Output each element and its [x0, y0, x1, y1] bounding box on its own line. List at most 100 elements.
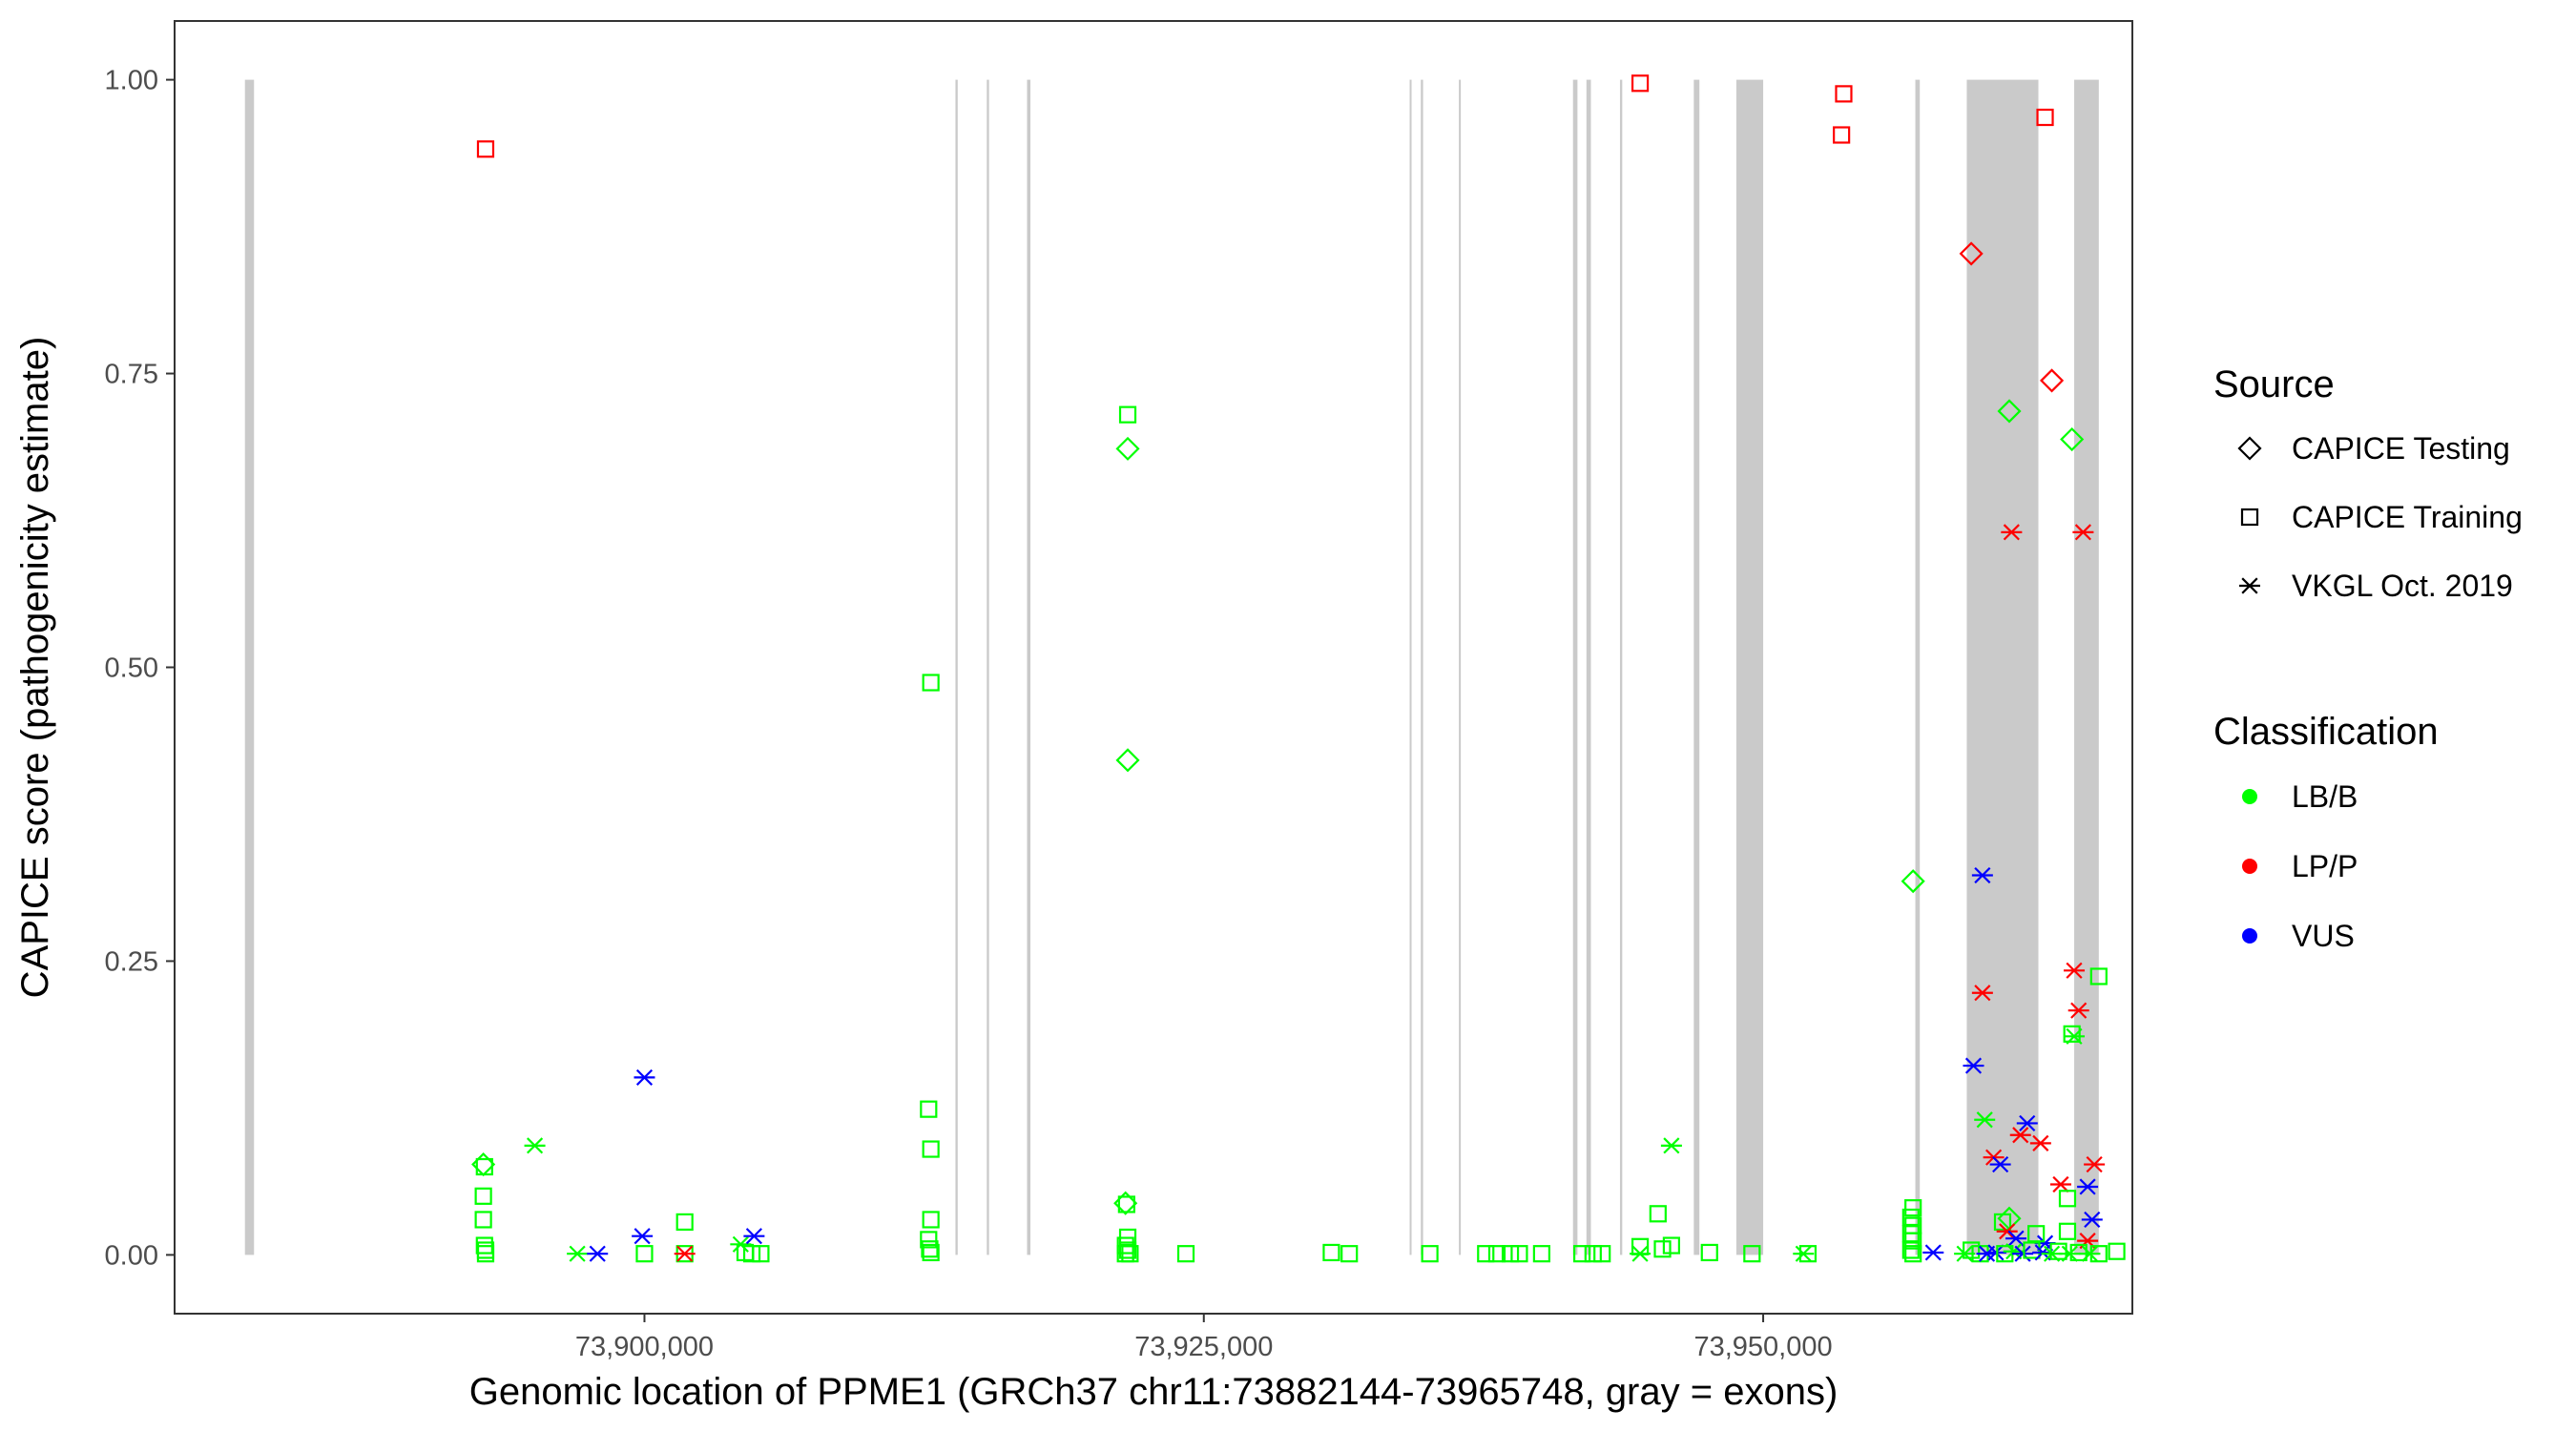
- data-point-97: [2058, 1190, 2077, 1208]
- data-point-4: [474, 1211, 492, 1229]
- x-tick-label: 73,950,000: [1693, 1332, 1832, 1362]
- exon-band-4: [1409, 79, 1412, 1255]
- legend-source-label-2: VKGL Oct. 2019: [2292, 569, 2513, 603]
- data-point-29: [1118, 405, 1137, 424]
- data-point-9: [567, 1245, 589, 1262]
- data-point-121: [2079, 1245, 2101, 1262]
- data-point-111: [1984, 1244, 2006, 1261]
- data-point-3: [474, 1187, 492, 1205]
- data-point-45: [1501, 1245, 1520, 1263]
- y-tick-label: 0.50: [105, 653, 158, 684]
- exon-band-3: [1027, 79, 1031, 1255]
- data-point-88: [1974, 1111, 1996, 1129]
- data-points: [471, 74, 2126, 1263]
- data-point-20: [752, 1245, 770, 1263]
- x-tick-label: 73,900,000: [575, 1332, 714, 1362]
- data-point-38: [1121, 1245, 1139, 1263]
- data-point-96: [2077, 1178, 2099, 1195]
- data-point-57: [1660, 1137, 1682, 1154]
- data-point-7: [476, 1245, 495, 1263]
- data-point-12: [632, 1228, 654, 1245]
- data-point-76: [1997, 399, 2022, 424]
- data-point-63: [1833, 126, 1851, 144]
- exon-band-13: [1966, 79, 2039, 1255]
- data-point-64: [1901, 869, 1925, 894]
- data-point-73: [1959, 241, 1984, 266]
- data-point-81: [2064, 962, 2086, 979]
- data-point-75: [2036, 108, 2054, 127]
- data-point-10: [587, 1245, 609, 1262]
- data-point-27: [921, 1240, 939, 1258]
- data-point-99: [1993, 1213, 2012, 1232]
- data-point-50: [1593, 1245, 1611, 1263]
- data-point-30: [1115, 436, 1140, 461]
- data-point-56: [1662, 1236, 1681, 1255]
- legend-classification: Classification LB/B LP/P VUS: [2213, 711, 2439, 953]
- data-point-54: [1649, 1205, 1667, 1223]
- data-point-48: [1572, 1245, 1591, 1263]
- data-point-19: [742, 1245, 761, 1263]
- legend-classification-label-0: LB/B: [2292, 779, 2358, 814]
- legend-source-label-1: CAPICE Training: [2292, 500, 2523, 534]
- data-point-41: [1340, 1245, 1359, 1263]
- legend-source-key-0: [2237, 436, 2262, 461]
- data-point-33: [1117, 1195, 1135, 1213]
- legend-source: Source CAPICE Testing CAPICE Training VKGL…: [2213, 363, 2523, 603]
- data-point-43: [1477, 1245, 1495, 1263]
- exon-band-10: [1693, 79, 1700, 1255]
- data-point-46: [1510, 1245, 1528, 1263]
- data-point-91: [2029, 1134, 2051, 1151]
- y-tick-label: 0.25: [105, 946, 158, 977]
- exon-bands: [244, 79, 2099, 1255]
- exon-band-12: [1915, 79, 1921, 1255]
- data-point-123: [2108, 1242, 2126, 1260]
- legend-source-key-2: [2239, 577, 2260, 594]
- data-point-22: [922, 674, 940, 692]
- exon-band-1: [955, 79, 958, 1255]
- data-point-106: [2058, 1222, 2077, 1240]
- data-point-80: [1971, 866, 1993, 884]
- y-tick-label: 0.00: [105, 1240, 158, 1271]
- data-point-79: [2072, 524, 2094, 541]
- x-axis: 73,900,000 73,925,000 73,950,000: [575, 1314, 1833, 1362]
- data-point-85: [2063, 1025, 2081, 1043]
- data-point-105: [2027, 1225, 2046, 1243]
- data-point-93: [1989, 1155, 2011, 1173]
- data-point-122: [2089, 1245, 2108, 1263]
- data-point-28: [922, 1243, 940, 1262]
- data-point-77: [2060, 426, 2085, 452]
- data-point-101: [1996, 1223, 2018, 1240]
- exon-band-9: [1619, 79, 1623, 1255]
- y-tick-label: 1.00: [105, 66, 158, 96]
- data-point-31: [1115, 748, 1140, 773]
- data-point-59: [1743, 1245, 1761, 1263]
- legend-classification-label-2: VUS: [2292, 919, 2355, 953]
- data-point-42: [1421, 1245, 1439, 1263]
- data-point-65: [1904, 1199, 1922, 1217]
- data-point-72: [1922, 1244, 1944, 1261]
- data-point-95: [2049, 1175, 2071, 1193]
- y-tick-label: 0.75: [105, 360, 158, 390]
- data-point-51: [1631, 74, 1650, 93]
- y-axis: 0.00 0.25 0.50 0.75 1.00: [105, 66, 175, 1271]
- exon-band-0: [244, 79, 255, 1255]
- data-point-119: [2059, 1245, 2081, 1262]
- legend-source-key-1: [2240, 508, 2259, 527]
- legend-classification-title: Classification: [2213, 711, 2439, 753]
- y-axis-title: CAPICE score (pathogenicity estimate): [14, 337, 56, 999]
- legend-source-title: Source: [2213, 363, 2335, 405]
- data-point-82: [1971, 985, 1993, 1002]
- data-point-36: [1118, 1241, 1137, 1259]
- data-point-39: [1176, 1245, 1195, 1263]
- data-point-62: [1835, 85, 1853, 103]
- data-point-21: [743, 1228, 765, 1245]
- data-point-120: [2069, 1243, 2088, 1262]
- data-point-78: [2001, 524, 2023, 541]
- exon-band-5: [1421, 79, 1423, 1255]
- data-point-107: [1963, 1241, 1981, 1259]
- data-point-83: [2089, 967, 2108, 985]
- data-point-23: [920, 1100, 938, 1118]
- data-point-102: [2005, 1230, 2027, 1247]
